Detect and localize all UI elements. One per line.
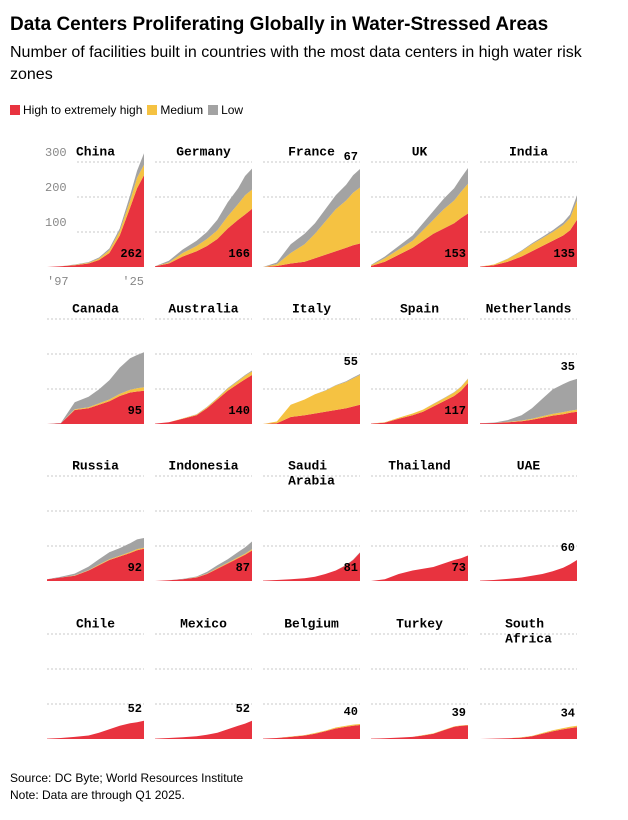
note: Note: Data are through Q1 2025. [10, 788, 185, 802]
area [263, 725, 360, 739]
area [480, 378, 577, 424]
subtitle: Number of facilities built in countries … [10, 44, 582, 83]
panel-title: Canada [72, 302, 119, 317]
panel-title: Turkey [396, 617, 443, 632]
title: Data Centers Proliferating Globally in W… [10, 14, 549, 35]
area [263, 375, 360, 424]
value-label: 55 [344, 355, 358, 369]
y-tick-label: 200 [45, 181, 67, 195]
panel-title: Chile [76, 617, 115, 632]
area [47, 387, 144, 424]
value-label: 73 [452, 561, 466, 575]
panel-title: Germany [176, 145, 231, 160]
value-label: 35 [561, 360, 575, 374]
area [47, 548, 144, 581]
area [263, 404, 360, 424]
value-label: 92 [128, 561, 142, 575]
value-label: 262 [120, 247, 142, 261]
area [371, 725, 468, 739]
panel-title: Netherlands [486, 302, 572, 317]
panel-title-line: Africa [505, 632, 552, 647]
legend-label: High to extremely high [23, 103, 143, 117]
panel-title: Australia [168, 302, 238, 317]
panel-title: Mexico [180, 617, 227, 632]
panel-title: UK [412, 145, 428, 160]
panel-title: Spain [400, 302, 439, 317]
x-tick-label: '25 [122, 275, 144, 289]
panel-title: India [509, 145, 548, 160]
area [480, 725, 577, 739]
area [47, 537, 144, 580]
panel-title-line: South [505, 617, 552, 632]
value-label: 140 [228, 404, 250, 418]
area [263, 552, 360, 581]
area [47, 390, 144, 424]
area [480, 200, 577, 267]
panel-title-line: Saudi [288, 459, 335, 474]
x-tick-label: '97 [47, 275, 69, 289]
area [47, 352, 144, 424]
area [155, 720, 252, 739]
area [480, 560, 577, 581]
value-label: 39 [452, 706, 466, 720]
value-label: 153 [444, 247, 466, 261]
legend-label: Medium [160, 103, 204, 117]
area [371, 725, 468, 739]
source: Source: DC Byte; World Resources Institu… [10, 771, 244, 785]
y-tick-label: 100 [45, 216, 67, 230]
area [263, 723, 360, 739]
area [480, 411, 577, 424]
value-label: 52 [128, 702, 142, 716]
area [371, 383, 468, 424]
value-label: 34 [561, 707, 575, 721]
value-label: 81 [344, 561, 358, 575]
value-label: 52 [236, 702, 250, 716]
area [47, 720, 144, 739]
legend-swatch [10, 105, 20, 115]
area [480, 219, 577, 267]
area [263, 187, 360, 267]
value-label: 117 [444, 404, 466, 418]
panel-title-line: Arabia [288, 474, 335, 489]
area [371, 213, 468, 267]
area [47, 547, 144, 580]
area [480, 727, 577, 739]
value-label: 60 [561, 541, 575, 555]
panel-title: Saudi Arabia [288, 459, 335, 489]
area [371, 183, 468, 266]
panel-title: China [76, 145, 115, 160]
value-label: 87 [236, 561, 250, 575]
area [155, 208, 252, 267]
panel-title: Thailand [388, 459, 450, 474]
area [47, 175, 144, 267]
legend: High to extremely high Medium Low [10, 103, 248, 117]
value-label: 67 [344, 150, 358, 164]
panel-title: Indonesia [168, 459, 238, 474]
panel-title: Belgium [284, 617, 339, 632]
legend-label: Low [221, 103, 244, 117]
area [155, 375, 252, 424]
value-label: 166 [228, 247, 250, 261]
value-label: 40 [344, 705, 358, 719]
panel-title: UAE [517, 459, 541, 474]
area [155, 550, 252, 581]
value-label: 135 [553, 247, 575, 261]
panel-title: France [288, 145, 335, 160]
legend-swatch [147, 105, 158, 115]
area [263, 243, 360, 267]
value-label: 95 [128, 404, 142, 418]
panel-title: Italy [292, 302, 331, 317]
panel-title: South Africa [505, 617, 552, 647]
y-tick-label: 300 [45, 146, 67, 160]
panel-title: Russia [72, 459, 119, 474]
area [371, 555, 468, 581]
legend-swatch [208, 105, 219, 115]
